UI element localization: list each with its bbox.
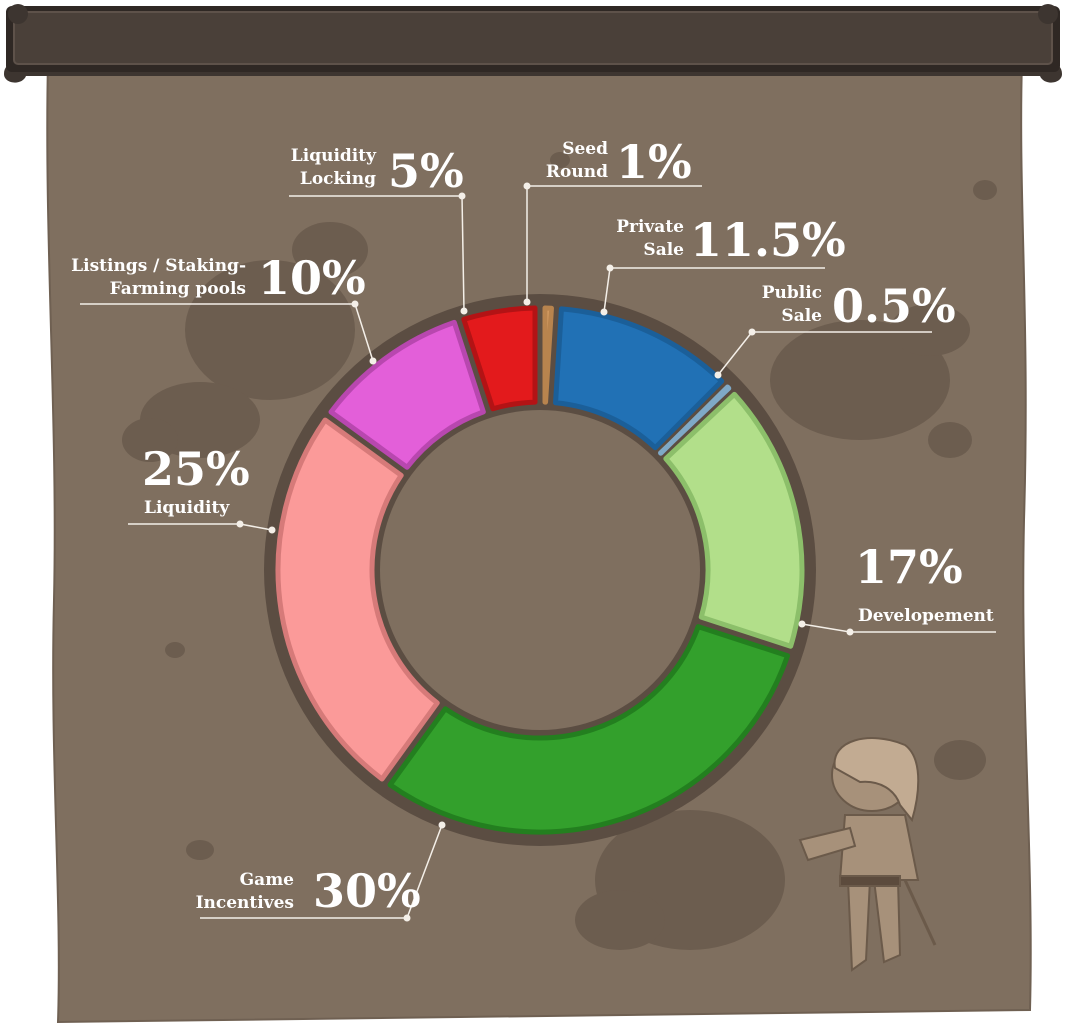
leader-dot-dev <box>798 620 806 628</box>
leader-dot-listings <box>351 300 359 308</box>
leader-dot-private <box>600 308 608 316</box>
leader-dot-liquidity <box>268 526 276 534</box>
slice-label-game: Incentives <box>196 893 294 913</box>
slice-value-game: 30% <box>313 864 421 918</box>
leader-dot-public <box>714 371 722 379</box>
slice-value-listings: 10% <box>258 251 366 305</box>
slice-private <box>553 306 725 451</box>
leader-dot-private <box>606 264 614 272</box>
slice-dev <box>663 391 805 649</box>
leader-dot-dev <box>846 628 854 636</box>
slice-label-listings: Listings / Staking- <box>71 256 246 276</box>
slice-label-listings: Farming pools <box>110 279 246 299</box>
slice-label-locking: Liquidity <box>291 146 377 166</box>
slice-label-public: Public <box>762 283 822 303</box>
leader-dot-listings <box>369 357 377 365</box>
top-banner <box>4 4 1062 83</box>
slice-liquidity <box>275 417 440 782</box>
leader-dot-locking <box>458 192 466 200</box>
leader-dot-seed <box>523 298 531 306</box>
label-seed: Seed Round 1% <box>523 135 702 306</box>
leader-dot-public <box>748 328 756 336</box>
label-game: Game Incentives 30% <box>196 821 446 922</box>
slice-label-private: Private <box>616 217 684 237</box>
slice-listings <box>328 319 486 470</box>
ink-stains <box>122 152 997 950</box>
slice-value-locking: 5% <box>388 144 464 198</box>
label-private: Private Sale 11.5% <box>600 213 846 316</box>
slice-public <box>658 384 732 456</box>
slice-locking <box>461 305 538 412</box>
leader-dot-locking <box>460 307 468 315</box>
slice-value-private: 11.5% <box>690 213 846 267</box>
label-locking: Liquidity Locking 5% <box>289 144 468 315</box>
leader-dot-game <box>438 821 446 829</box>
slice-value-public: 0.5% <box>832 279 956 333</box>
leader-dot-seed <box>523 182 531 190</box>
slice-value-dev: 17% <box>855 540 963 594</box>
label-listings: Listings / Staking- Farming pools 10% <box>71 251 377 365</box>
slice-label-private: Sale <box>643 240 684 260</box>
character-illustration <box>798 737 937 972</box>
slice-label-seed: Round <box>546 162 608 182</box>
label-dev: Developement 17% <box>798 540 996 636</box>
slice-value-liquidity: 25% <box>142 442 250 496</box>
donut-inner-hole <box>380 410 700 730</box>
slice-value-seed: 1% <box>616 135 692 189</box>
slice-label-game: Game <box>240 870 295 890</box>
leader-dot-game <box>403 914 411 922</box>
slice-label-public: Sale <box>781 306 822 326</box>
leader-dot-liquidity <box>236 520 244 528</box>
slice-label-liquidity: Liquidity <box>144 498 230 518</box>
slice-game <box>387 624 791 835</box>
slice-label-locking: Locking <box>300 169 376 189</box>
slice-seed <box>542 305 554 405</box>
slice-label-seed: Seed <box>562 139 608 159</box>
slice-label-dev: Developement <box>858 606 994 626</box>
label-public: Public Sale 0.5% <box>714 279 956 379</box>
